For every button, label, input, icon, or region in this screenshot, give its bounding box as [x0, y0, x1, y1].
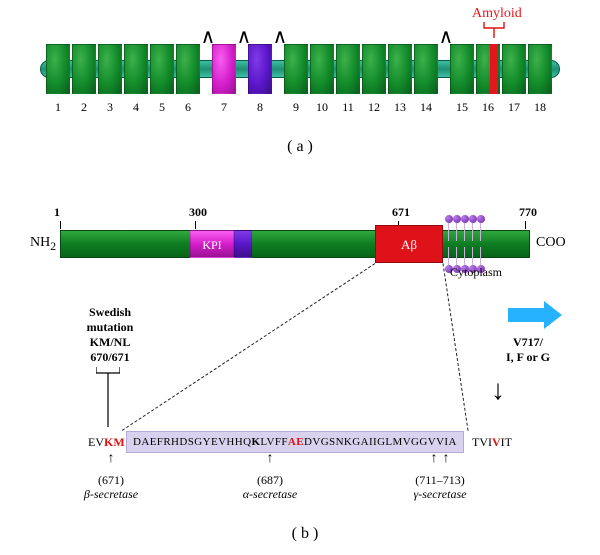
nh2-label: NH2: [30, 235, 56, 253]
exon-10: [310, 44, 334, 94]
blue-arrow-head-icon: [544, 301, 562, 329]
exon-label-14: 14: [414, 100, 438, 115]
ox2-domain: [234, 230, 252, 258]
exon-label-8: 8: [248, 100, 272, 115]
amyloid-label: Amyloid: [472, 6, 522, 22]
exon-12: [362, 44, 386, 94]
exon-15: [450, 44, 474, 94]
cytoplasm-label: Cytoplasm: [450, 265, 502, 280]
kpi-domain: KPI: [190, 230, 234, 258]
cleavage-name: γ-secretase: [414, 487, 467, 502]
exon-label-17: 17: [502, 100, 526, 115]
tick-label: 1: [54, 205, 60, 220]
exon-5: [150, 44, 174, 94]
exon-18: [528, 44, 552, 94]
exon-2: [72, 44, 96, 94]
lipid-tail: [472, 223, 473, 241]
panel-a-label: ( a ): [287, 138, 313, 156]
exon-label-12: 12: [362, 100, 386, 115]
tick-label: 770: [519, 205, 537, 220]
panel-b: 1300671770 NH2 COO KPI Aβ Cytoplasm Swed…: [40, 185, 570, 545]
exon-13: [388, 44, 412, 94]
v717-block: V717/ I, F or G: [488, 335, 568, 365]
tick-mark: [195, 221, 196, 229]
exon-label-13: 13: [388, 100, 412, 115]
lipid-tail: [480, 247, 481, 265]
seq-suffix: TVIVIT: [472, 435, 512, 450]
lipid-head: [453, 215, 461, 223]
lipid-tail: [472, 247, 473, 265]
swedish-bracket: [96, 367, 120, 429]
amyloid-bracket: [480, 22, 510, 44]
exon-label-4: 4: [124, 100, 148, 115]
cleavage-pos: (687): [257, 473, 283, 488]
panel-a: Amyloid 123456789101112131415161718 ∧∧∧∧…: [40, 18, 560, 168]
v717-arrow: ↓: [491, 375, 505, 407]
cleavage-pos: (671): [98, 473, 124, 488]
lipid-tail: [480, 223, 481, 241]
exon-8: [248, 44, 272, 94]
cleavage-name: β-secretase: [84, 487, 138, 502]
exon-label-16: 16: [476, 100, 500, 115]
zoom-dash-1: [443, 263, 469, 430]
exon-label-7: 7: [212, 100, 236, 115]
panel-b-label: ( b ): [292, 525, 319, 543]
swedish-mutation-block: Swedish mutation KM/NL 670/671: [60, 305, 160, 365]
exon-3: [98, 44, 122, 94]
lipid-tail: [448, 223, 449, 241]
wedge-2: ∧: [273, 24, 288, 49]
exon-label-15: 15: [450, 100, 474, 115]
exon-label-1: 1: [46, 100, 70, 115]
lipid-head: [477, 215, 485, 223]
lipid-head: [469, 215, 477, 223]
seq-prefix: EVKM: [88, 435, 125, 450]
exon-11: [336, 44, 360, 94]
lipid-tail: [464, 223, 465, 241]
cleavage-name: α-secretase: [243, 487, 298, 502]
exon-label-9: 9: [284, 100, 308, 115]
exon-9: [284, 44, 308, 94]
lipid-head: [461, 215, 469, 223]
amyloid-stripe: [490, 44, 498, 94]
exon-label-6: 6: [176, 100, 200, 115]
wedge-0: ∧: [201, 24, 216, 49]
lipid-tail: [456, 247, 457, 265]
lipid-tail: [448, 247, 449, 265]
exon-label-18: 18: [528, 100, 552, 115]
blue-arrow-body: [508, 308, 544, 322]
coo-label: COO: [536, 235, 566, 251]
exon-4: [124, 44, 148, 94]
cleavage-arrow: ↑: [108, 451, 115, 467]
cleavage-arrow: ↑: [267, 451, 274, 467]
cleavage-arrow: ↑: [431, 451, 438, 467]
lipid-tail: [464, 247, 465, 265]
tick-label: 300: [189, 205, 207, 220]
exon-7: [212, 44, 236, 94]
wedge-3: ∧: [439, 24, 454, 49]
abeta-domain: Aβ: [375, 225, 443, 263]
exon-label-11: 11: [336, 100, 360, 115]
wedge-1: ∧: [237, 24, 252, 49]
seq-box: DAEFRHDSGYEVHHQKLVFFAEDVGSNKGAIIGLMVGGVV…: [126, 431, 464, 453]
exon-label-3: 3: [98, 100, 122, 115]
cleavage-arrow: ↑: [443, 451, 450, 467]
lipid-head: [445, 215, 453, 223]
exon-label-5: 5: [150, 100, 174, 115]
lipid-tail: [456, 223, 457, 241]
exon-17: [502, 44, 526, 94]
tick-mark: [525, 221, 526, 229]
exon-1: [46, 44, 70, 94]
tick-mark: [60, 221, 61, 229]
exon-14: [414, 44, 438, 94]
exon-label-2: 2: [72, 100, 96, 115]
tick-label: 671: [392, 205, 410, 220]
cleavage-pos: (711–713): [415, 473, 465, 488]
exon-label-10: 10: [310, 100, 334, 115]
exon-6: [176, 44, 200, 94]
